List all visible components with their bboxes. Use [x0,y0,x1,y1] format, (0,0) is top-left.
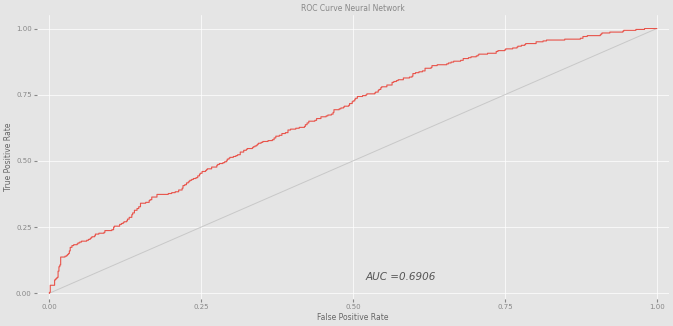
Title: ROC Curve Neural Network: ROC Curve Neural Network [301,4,405,13]
Y-axis label: True Positive Rate: True Positive Rate [4,123,13,191]
X-axis label: False Positive Rate: False Positive Rate [317,313,389,322]
Text: AUC =0.6906: AUC =0.6906 [365,272,436,282]
